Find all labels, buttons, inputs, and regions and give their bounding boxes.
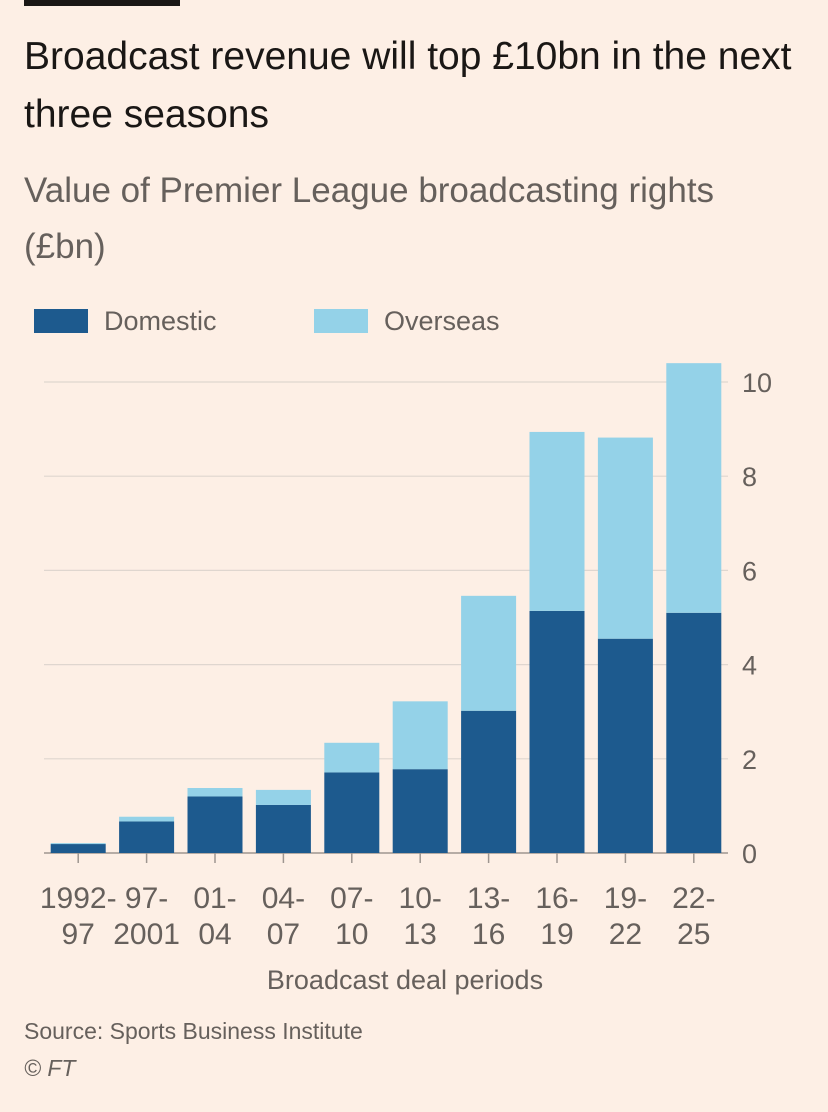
x-tick-label: 13- xyxy=(467,882,510,915)
bar-domestic xyxy=(666,612,722,853)
bar-overseas xyxy=(529,431,585,611)
legend-swatch-overseas xyxy=(314,309,368,333)
x-tick-label: 04- xyxy=(262,882,305,915)
bar-overseas xyxy=(324,742,380,773)
bar-domestic xyxy=(255,804,311,853)
x-tick-label: 97 xyxy=(62,918,95,951)
bar-overseas xyxy=(255,789,311,805)
brand-bar xyxy=(24,0,180,6)
y-tick-label: 0 xyxy=(742,839,757,869)
x-tick-label: 25 xyxy=(677,918,710,951)
legend-item-overseas: Overseas xyxy=(314,305,500,337)
chart-title: Broadcast revenue will top £10bn in the … xyxy=(24,35,792,136)
bar-overseas xyxy=(392,701,448,770)
x-tick-label: 22- xyxy=(672,882,715,915)
bar-domestic xyxy=(461,710,517,853)
x-tick-label: 1992- xyxy=(40,882,117,915)
legend-label-domestic: Domestic xyxy=(104,305,217,336)
x-tick-label: 07- xyxy=(330,882,373,915)
bar-domestic xyxy=(187,796,243,853)
x-tick-label: 2001 xyxy=(113,918,180,951)
y-tick-label: 2 xyxy=(742,745,757,775)
legend-item-domestic: Domestic xyxy=(34,305,217,337)
bar-overseas xyxy=(187,788,243,797)
x-tick-label: 10 xyxy=(335,918,368,951)
x-tick-label: 97- xyxy=(125,882,168,915)
y-tick-label: 6 xyxy=(742,556,757,586)
y-tick-label: 8 xyxy=(742,462,757,492)
stacked-bar-chart: 02468101992-9797-200101-0404-0707-1010-1… xyxy=(40,363,772,951)
x-tick-label: 07 xyxy=(267,918,300,951)
x-tick-label: 13 xyxy=(404,918,437,951)
legend-label-overseas: Overseas xyxy=(384,305,500,336)
x-tick-label: 19- xyxy=(604,882,647,915)
bar-domestic xyxy=(119,821,175,853)
x-tick-label: 16 xyxy=(472,918,505,951)
bar-domestic xyxy=(324,772,380,853)
bar-overseas xyxy=(597,437,653,639)
x-tick-label: 10- xyxy=(399,882,442,915)
x-tick-label: 04 xyxy=(198,918,231,951)
bar-domestic xyxy=(597,638,653,853)
legend-swatch-domestic xyxy=(34,309,88,333)
x-tick-label: 16- xyxy=(535,882,578,915)
y-tick-label: 10 xyxy=(742,368,772,398)
x-tick-label: 22 xyxy=(609,918,642,951)
bar-domestic xyxy=(529,610,585,853)
y-tick-label: 4 xyxy=(742,651,757,681)
chart-subtitle: Value of Premier League broadcasting rig… xyxy=(24,171,715,266)
bar-overseas xyxy=(119,816,175,822)
bar-domestic xyxy=(50,844,106,853)
bar-overseas xyxy=(666,363,722,613)
bar-domestic xyxy=(392,769,448,853)
bar-overseas xyxy=(461,595,517,711)
x-tick-label: 19 xyxy=(540,918,573,951)
x-axis-label: Broadcast deal periods xyxy=(266,965,544,995)
x-tick-label: 01- xyxy=(193,882,236,915)
source-note: Source: Sports Business Institute xyxy=(24,1018,363,1044)
copyright-note: © FT xyxy=(24,1055,76,1081)
bar-overseas xyxy=(50,843,106,845)
